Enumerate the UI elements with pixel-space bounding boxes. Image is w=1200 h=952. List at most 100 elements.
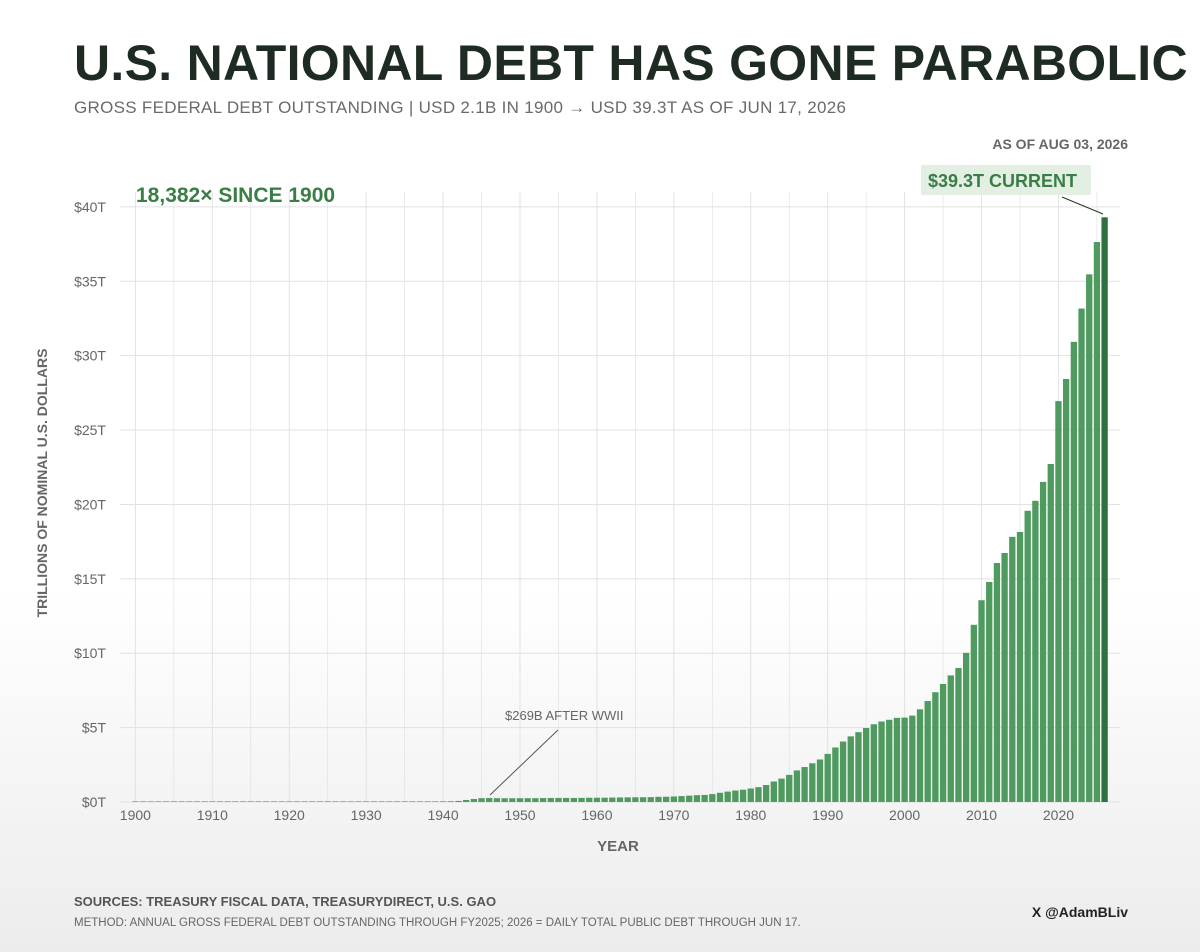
bar-1965: [632, 797, 639, 802]
as-of-date: AS OF AUG 03, 2026: [992, 136, 1128, 152]
x-tick-label: 2020: [1043, 807, 1074, 823]
annotations: TRILLIONS OF NOMINAL U.S. DOLLARS YEAR 1…: [34, 165, 1104, 855]
bar-1910: [209, 801, 216, 802]
bar-1935: [401, 801, 408, 802]
bar-2016: [1024, 510, 1031, 802]
y-tick-label: $20T: [74, 496, 106, 512]
bar-1909: [201, 801, 208, 802]
current-callout-box: [921, 165, 1091, 195]
bar-1995: [863, 727, 870, 802]
bar-1961: [601, 797, 608, 802]
wwii-leader-line: [489, 729, 559, 796]
bar-1942: [455, 800, 462, 802]
bar-1985: [786, 774, 793, 802]
page-subtitle: GROSS FEDERAL DEBT OUTSTANDING | USD 2.1…: [74, 98, 847, 117]
bar-1994: [855, 732, 862, 802]
bar-2018: [1039, 481, 1047, 802]
bar-1914: [239, 801, 247, 802]
bar-1983: [770, 781, 777, 802]
bar-1916: [255, 801, 262, 802]
bar-1922: [301, 801, 308, 802]
debt-bar-chart: $0T$5T$10T$15T$20T$25T$30T$35T$40T 1900 1…: [34, 165, 1120, 855]
bar-1920: [286, 801, 293, 802]
bar-2005: [939, 683, 947, 802]
y-tick-label: $25T: [74, 422, 106, 438]
bar-1925: [324, 801, 331, 802]
bar-1918: [270, 801, 277, 802]
bar-2023: [1078, 308, 1085, 802]
bar-1974: [701, 794, 708, 802]
bar-1950: [516, 798, 524, 802]
bar-1956: [563, 797, 570, 802]
bar-2009: [970, 624, 977, 802]
grid-lines: [120, 192, 1120, 803]
bar-1949: [509, 798, 516, 802]
bar-1957: [570, 797, 577, 802]
y-tick-label: $5T: [82, 720, 107, 736]
bar-1924: [316, 801, 324, 802]
bar-1945: [478, 798, 485, 802]
bar-1913: [232, 801, 239, 802]
bar-1903: [155, 801, 162, 802]
bar-2010: [978, 600, 985, 802]
bar-1998: [886, 719, 893, 802]
bar-2002: [916, 709, 924, 802]
bar-1908: [193, 801, 201, 802]
bar-2011: [986, 581, 993, 802]
bar-1901: [139, 801, 147, 802]
bar-2024: [1086, 274, 1093, 802]
x-tick-label: 1950: [504, 807, 535, 823]
bar-1976: [716, 792, 724, 802]
bar-1999: [893, 717, 901, 802]
bar-1917: [263, 801, 270, 802]
x-tick-label: 1990: [812, 807, 843, 823]
bar-1902: [147, 801, 154, 802]
bar-1978: [732, 790, 739, 802]
x-tick-label: 1970: [658, 807, 689, 823]
bar-1959: [586, 797, 593, 802]
x-tick-label: 1920: [274, 807, 305, 823]
bar-1921: [293, 801, 301, 802]
bar-1997: [878, 721, 885, 802]
bar-1952: [532, 798, 539, 802]
current-callout-leader-line: [1061, 196, 1104, 215]
sources-note: SOURCES: TREASURY FISCAL DATA, TREASURYD…: [74, 894, 497, 909]
bar-1933: [386, 801, 393, 802]
bar-1986: [793, 770, 801, 802]
bar-2004: [932, 692, 939, 802]
page-title: U.S. NATIONAL DEBT HAS GONE PARABOLIC: [74, 35, 1188, 91]
bar-2007: [955, 667, 962, 802]
bar-1982: [763, 785, 770, 802]
bar-1979: [739, 789, 747, 802]
bar-1969: [663, 796, 670, 802]
bar-1923: [309, 801, 316, 802]
x-tick-label: 2000: [889, 807, 920, 823]
bar-2020: [1055, 401, 1062, 802]
bar-2026: [1101, 217, 1108, 803]
bar-2015: [1016, 531, 1024, 802]
bar-1930: [363, 801, 370, 802]
bar-1953: [539, 798, 547, 802]
bar-2014: [1009, 536, 1016, 802]
bar-1937: [416, 801, 424, 802]
x-tick-label: 1930: [351, 807, 382, 823]
bar-1906: [178, 801, 185, 802]
bar-1928: [347, 801, 354, 802]
x-tick-label: 1900: [120, 807, 151, 823]
bar-1972: [686, 795, 693, 802]
bar-2003: [924, 701, 931, 802]
bar-1912: [224, 801, 231, 802]
bar-1931: [370, 801, 377, 802]
bar-1915: [247, 801, 254, 802]
bar-1943: [463, 799, 470, 802]
y-tick-label: $0T: [82, 794, 107, 810]
x-tick-label: 1960: [581, 807, 612, 823]
bar-1939: [432, 801, 439, 802]
bar-1987: [801, 767, 808, 802]
bar-1960: [593, 797, 601, 802]
bar-1968: [655, 796, 662, 802]
bar-1964: [624, 797, 631, 802]
bar-1944: [470, 799, 477, 802]
author-handle: X @AdamBLiv: [1031, 904, 1128, 920]
y-tick-label: $10T: [74, 645, 106, 661]
